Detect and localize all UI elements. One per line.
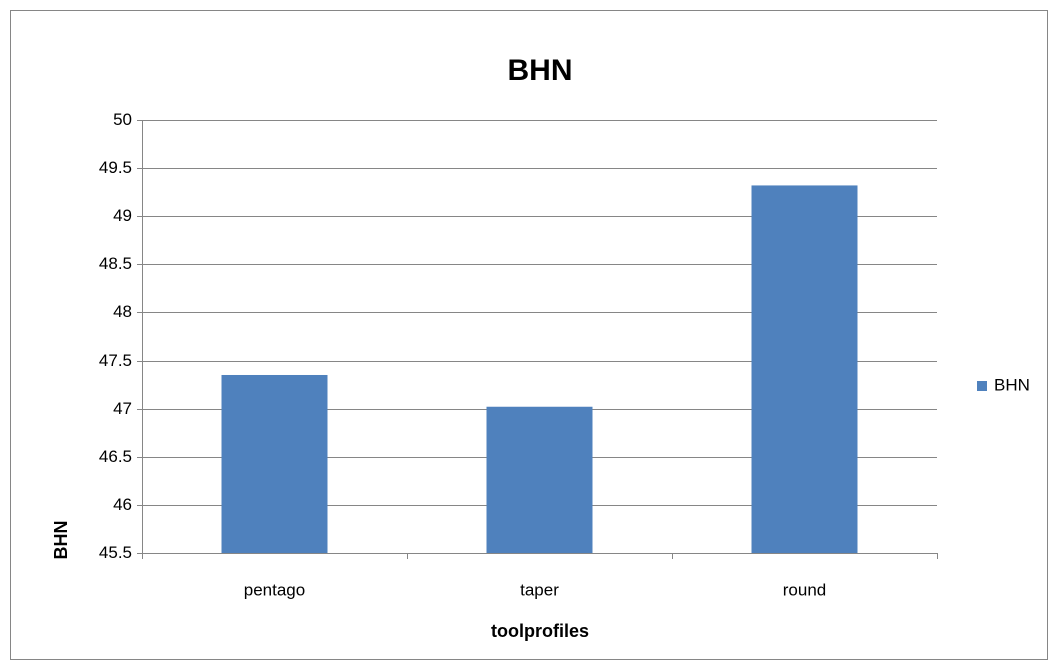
y-tick-label: 49: [113, 206, 132, 225]
chart-border: [10, 10, 1048, 660]
bar: [221, 374, 328, 553]
legend-swatch: [977, 381, 987, 391]
x-tick-label: pentago: [244, 580, 305, 599]
x-tick-label: taper: [520, 580, 559, 599]
y-tick-label: 48: [113, 302, 132, 321]
x-axis-label: toolprofiles: [491, 621, 589, 641]
y-tick-label: 50: [113, 110, 132, 129]
y-tick-label: 46: [113, 495, 132, 514]
y-tick-label: 45.5: [99, 543, 132, 562]
chart-title: BHN: [508, 54, 573, 87]
y-axis-label: BHN: [51, 521, 71, 560]
y-tick-label: 47.5: [99, 351, 132, 370]
x-tick-label: round: [783, 580, 826, 599]
y-tick-label: 46.5: [99, 447, 132, 466]
bar: [486, 406, 593, 553]
y-tick-label: 47: [113, 399, 132, 418]
y-tick-label: 49.5: [99, 158, 132, 177]
y-tick-label: 48.5: [99, 254, 132, 273]
bar: [751, 185, 858, 554]
legend-label: BHN: [994, 375, 1030, 394]
